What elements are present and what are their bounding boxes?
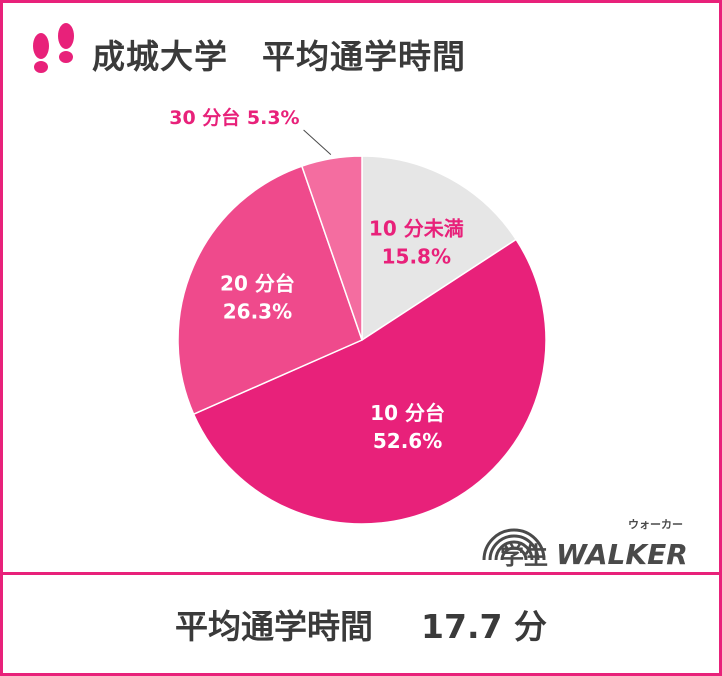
slice-label-2: 20 分台 [220,271,295,295]
gakusei-walker-logo: 学生 WALKER ウォーカー [482,518,688,568]
section-divider [0,572,722,575]
page-title: 成城大学 平均通学時間 [92,37,466,76]
pie-slice-3 [300,155,363,341]
average-summary: 平均通学時間 17.7 分 [0,575,722,673]
svg-text:ウォーカー: ウォーカー [628,518,683,531]
summary-value: 17.7 分 [421,607,547,646]
pie-chart: 10 分未満 15.8% 10 分台 52.6% 20 分台 26.3% 30 分台 5.3… [169,106,547,525]
svg-text:WALKER: WALKER [556,538,688,568]
slice-label-3: 30 分台 5.3% [169,106,299,129]
slice-label-1: 10 分台 [370,401,445,425]
slice-value-1: 52.6% [373,429,442,453]
footsteps-icon [33,23,74,73]
slice-value-0: 15.8% [382,245,451,269]
summary-label: 平均通学時間 [175,607,374,646]
pie-slice-2 [177,165,363,416]
slice-label-0: 10 分未満 [369,217,464,241]
pie-slice-0 [361,155,518,342]
slice-value-2: 26.3% [223,299,292,323]
pie-slice-1 [192,238,547,525]
svg-text:学生: 学生 [500,542,548,568]
leader-line-3 [303,129,332,155]
